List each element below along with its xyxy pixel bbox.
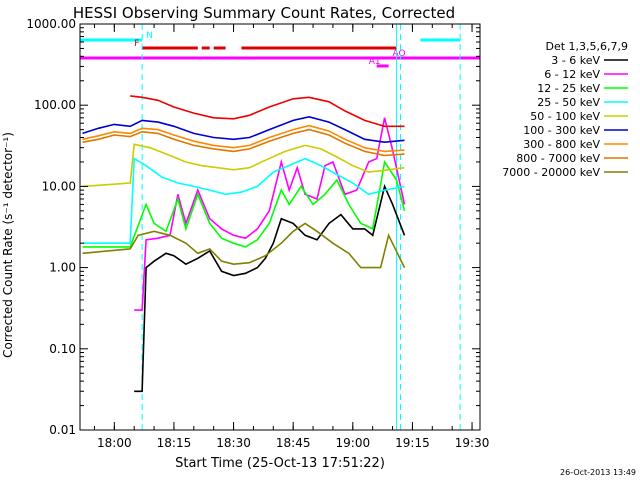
x-tick-label: 18:30 — [216, 436, 251, 450]
legend-label-7: 300 - 800 keV — [523, 138, 600, 151]
x-tick-label: 18:00 — [97, 436, 132, 450]
state-bar-label: N — [146, 31, 153, 41]
y-tick-label: 1000.00 — [26, 17, 76, 31]
y-tick-label: 1.00 — [49, 261, 76, 275]
legend-label-5: 50 - 100 keV — [530, 110, 600, 123]
plot-frame — [79, 23, 481, 431]
x-tick-label: 18:15 — [157, 436, 192, 450]
series-line-7 — [82, 124, 405, 153]
x-tick-label: 18:45 — [276, 436, 311, 450]
series-line-2 — [134, 117, 406, 311]
series-line-3 — [82, 159, 406, 248]
state-bar-label: A1 — [369, 57, 381, 67]
state-bar-label: AO — [393, 49, 406, 59]
y-tick-label: 0.10 — [49, 342, 76, 356]
legend-label-6: 100 - 300 keV — [523, 124, 600, 137]
series-line-8 — [82, 128, 405, 157]
y-axis-label: Corrected Count Rate (s⁻¹ detector⁻¹) — [1, 132, 15, 358]
series-line-6 — [82, 115, 405, 144]
x-tick-label: 19:30 — [455, 436, 490, 450]
y-tick-label: 100.00 — [34, 98, 76, 112]
series-line-10 — [130, 95, 405, 128]
timestamp: 26-Oct-2013 13:49 — [560, 468, 636, 477]
x-tick-label: 19:15 — [395, 436, 430, 450]
series-line-5 — [82, 143, 405, 188]
legend-label-1: 3 - 6 keV — [551, 54, 600, 67]
legend-title: Det 1,3,5,6,7,9 — [545, 40, 628, 53]
y-tick-label: 0.01 — [49, 423, 76, 437]
legend-label-3: 12 - 25 keV — [537, 82, 600, 95]
state-bar-label: F — [134, 39, 139, 49]
legend-label-2: 6 - 12 keV — [544, 68, 600, 81]
series-line-9 — [82, 222, 406, 269]
series-line-4 — [82, 157, 405, 244]
x-axis-label: Start Time (25-Oct-13 17:51:22) — [175, 456, 385, 471]
y-tick-label: 10.00 — [42, 179, 76, 193]
chart-title: HESSI Observing Summary Count Rates, Cor… — [73, 4, 455, 22]
series-line-1 — [134, 183, 406, 393]
legend-label-8: 800 - 7000 keV — [516, 152, 600, 165]
legend-label-9: 7000 - 20000 keV — [502, 166, 600, 179]
legend-label-4: 25 - 50 keV — [537, 96, 600, 109]
x-tick-label: 19:00 — [336, 436, 371, 450]
